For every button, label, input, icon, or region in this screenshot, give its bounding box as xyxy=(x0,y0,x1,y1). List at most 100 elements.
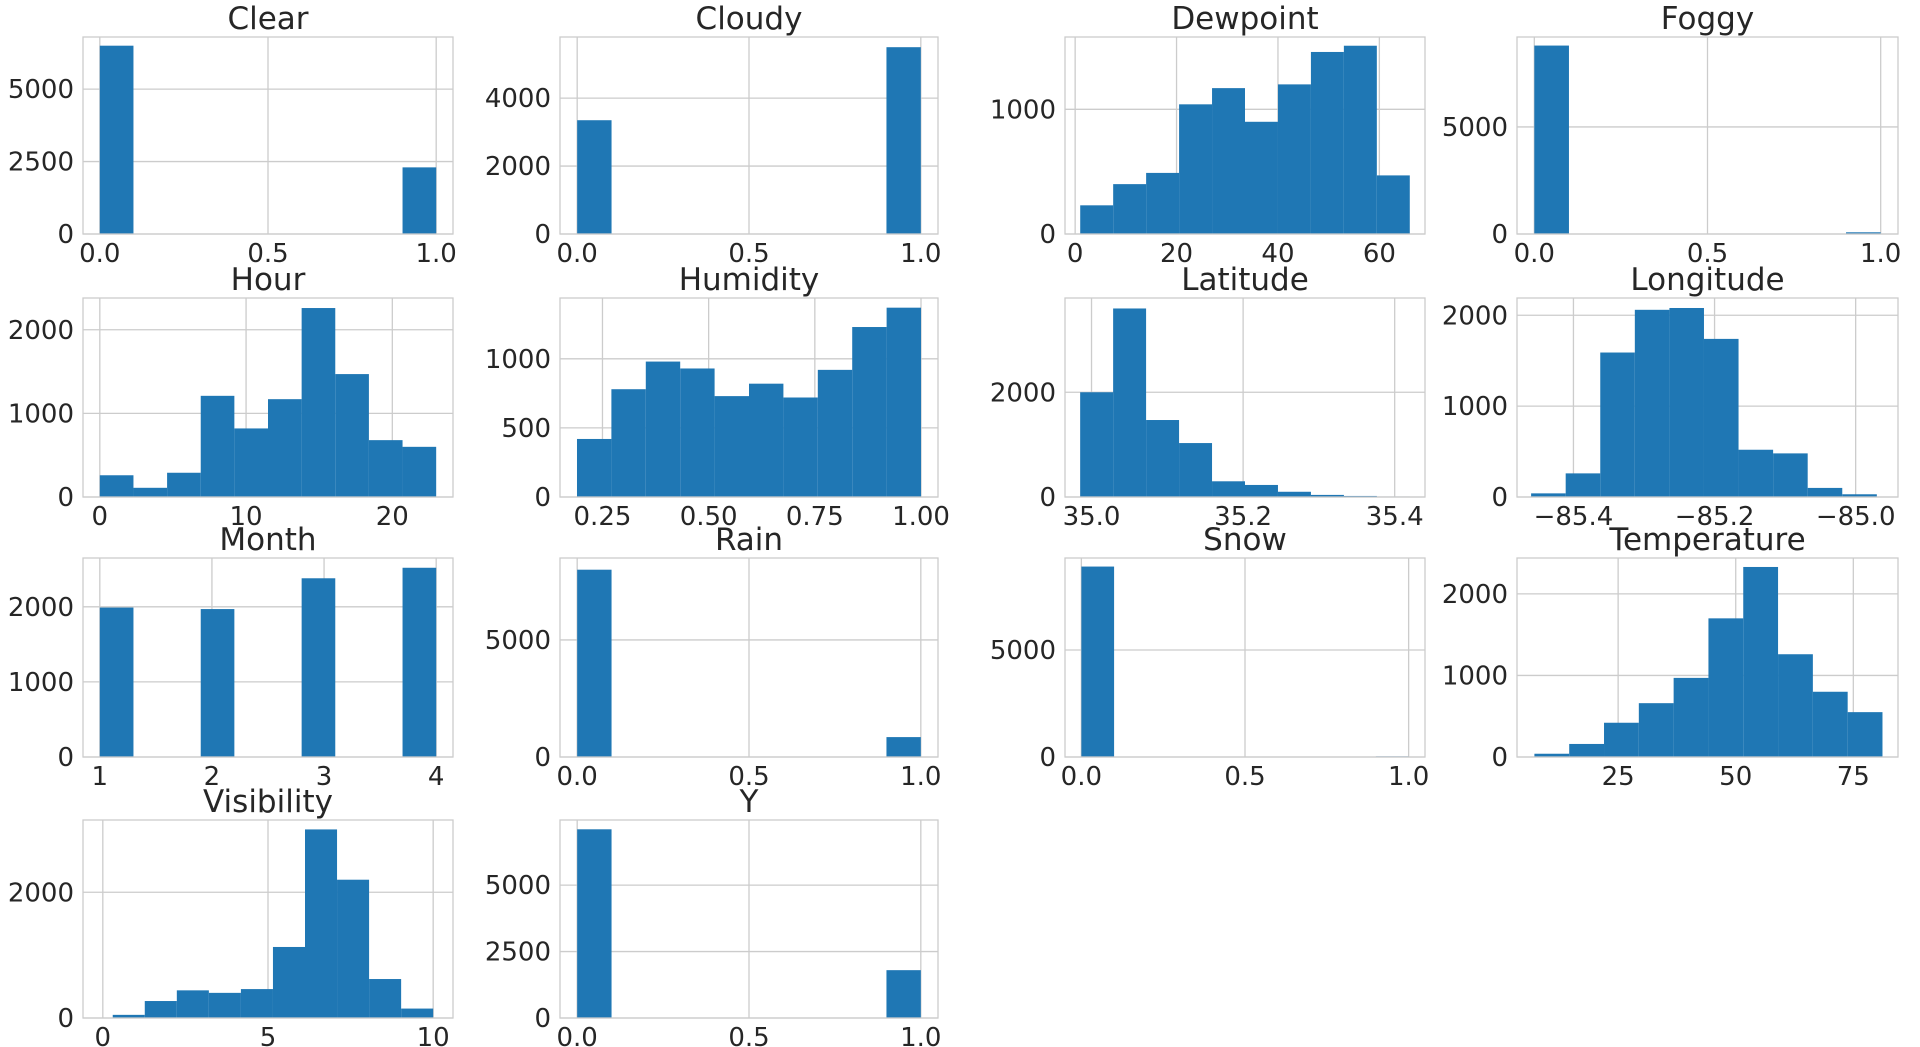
histogram-bar xyxy=(1812,691,1848,757)
x-tick-label: 10 xyxy=(417,1023,450,1047)
y-tick-label: 2500 xyxy=(8,148,74,178)
histogram-bar xyxy=(1738,449,1774,497)
histogram-bar xyxy=(1569,743,1605,757)
x-tick-label: 0.5 xyxy=(728,239,769,269)
y-tick-label: 0 xyxy=(1491,220,1508,250)
histogram-bar xyxy=(1604,722,1639,757)
x-tick-label: 0.0 xyxy=(79,239,120,269)
y-tick-label: 1000 xyxy=(8,668,74,698)
histogram-bar xyxy=(301,308,336,497)
x-tick-label: 2 xyxy=(204,762,221,792)
histogram-bar xyxy=(1634,309,1670,497)
axes-frame xyxy=(559,557,939,758)
subplot-title: Temperature xyxy=(1608,522,1805,558)
x-tick-label: 3 xyxy=(316,762,333,792)
histogram-bar xyxy=(1146,420,1180,497)
axes-frame xyxy=(82,36,454,235)
histogram-bar xyxy=(1245,484,1278,497)
axes-frame xyxy=(559,36,939,235)
histogram-bar xyxy=(1080,392,1114,497)
histogram-bar xyxy=(1743,566,1779,757)
histogram-bar xyxy=(1212,481,1245,497)
histogram-bar xyxy=(817,369,853,497)
histogram-bar xyxy=(1179,104,1213,234)
histogram-bar xyxy=(167,472,201,497)
x-tick-label: 0 xyxy=(1067,239,1084,269)
subplot-snow: 0.0 0.5 1.0 0 5000 Snow xyxy=(990,522,1429,792)
y-tick-label: 5000 xyxy=(485,626,551,656)
x-tick-label: 1.00 xyxy=(892,502,950,532)
axes-frame xyxy=(82,557,454,758)
x-tick-label: 0 xyxy=(92,502,109,532)
subplot-y: 0.0 0.5 1.0 0 2500 5000 Y xyxy=(485,784,942,1047)
histogram-bar xyxy=(1842,494,1877,497)
x-tick-label: 5 xyxy=(260,1023,277,1047)
axes-background xyxy=(83,558,453,757)
subplot-longitude: −85.4 −85.2 −85.0 0 1000 2000 Longitude xyxy=(1442,262,1899,532)
y-tick-label: 1000 xyxy=(1442,392,1508,422)
histogram-bar xyxy=(1807,487,1843,497)
histogram-bar xyxy=(1343,45,1377,235)
subplot-title: Month xyxy=(219,522,316,558)
axes-frame xyxy=(1064,297,1426,498)
histogram-bar xyxy=(1847,712,1883,757)
histogram-bar xyxy=(1080,205,1114,234)
histogram-bar xyxy=(268,399,302,497)
histogram-bar xyxy=(402,446,437,497)
subplot-title: Cloudy xyxy=(696,1,803,37)
y-tick-label: 2000 xyxy=(485,152,551,182)
histogram-bar xyxy=(1179,443,1213,497)
x-tick-label: 35.4 xyxy=(1366,502,1424,532)
histogram-bar xyxy=(1565,473,1601,497)
subplot-humidity: 0.25 0.50 0.75 1.00 0 500 1000 Humidity xyxy=(485,262,950,532)
histogram-bar xyxy=(852,327,887,497)
subplot-rain: 0.0 0.5 1.0 0 5000 Rain xyxy=(485,522,942,792)
histogram-bar xyxy=(577,829,612,1018)
histogram-bar xyxy=(645,361,681,497)
axes-frame xyxy=(559,297,939,498)
y-tick-label: 0 xyxy=(534,220,551,250)
histogram-bar xyxy=(272,946,305,1018)
histogram-bar xyxy=(576,438,612,497)
histogram-bar xyxy=(1113,308,1147,497)
y-tick-label: 2000 xyxy=(8,316,74,346)
y-tick-label: 0 xyxy=(534,483,551,513)
y-tick-label: 5000 xyxy=(8,75,74,105)
y-tick-label: 0 xyxy=(1491,743,1508,773)
y-tick-label: 4000 xyxy=(485,84,551,114)
histogram-bar xyxy=(1773,453,1808,497)
subplot-title: Humidity xyxy=(679,262,820,298)
subplot-visibility: 0 5 10 0 2000 Visibility xyxy=(8,784,454,1047)
subplot-title: Latitude xyxy=(1181,262,1309,298)
histogram-bar xyxy=(1708,618,1744,757)
x-tick-label: 10 xyxy=(230,502,263,532)
x-tick-label: 60 xyxy=(1363,239,1396,269)
histogram-bar xyxy=(1531,493,1566,497)
histogram-bar xyxy=(133,487,168,497)
x-tick-label: 0.75 xyxy=(786,502,844,532)
y-tick-label: 0 xyxy=(57,1004,74,1034)
x-tick-label: −85.2 xyxy=(1675,502,1755,532)
y-tick-label: 2000 xyxy=(8,878,74,908)
histogram-bar xyxy=(611,389,646,497)
histogram-bar xyxy=(1673,677,1709,757)
x-tick-label: 75 xyxy=(1837,762,1870,792)
y-tick-label: 0 xyxy=(1039,483,1056,513)
histogram-bar xyxy=(714,396,749,497)
histogram-bar xyxy=(240,989,273,1018)
subplot-title: Visibility xyxy=(203,784,333,820)
x-tick-label: −85.0 xyxy=(1816,502,1896,532)
y-tick-label: 2500 xyxy=(485,938,551,968)
histogram-bar xyxy=(200,395,235,497)
axes-frame xyxy=(1064,557,1426,758)
subplot-title: Foggy xyxy=(1661,1,1754,37)
x-tick-label: 0.0 xyxy=(1514,239,1555,269)
axes-frame xyxy=(1516,297,1899,498)
x-tick-label: 0.5 xyxy=(247,239,288,269)
x-tick-label: 35.2 xyxy=(1214,502,1272,532)
y-tick-label: 1000 xyxy=(1442,661,1508,691)
histogram-bar xyxy=(783,397,818,497)
histogram-bar xyxy=(577,120,612,234)
histogram-bar xyxy=(208,992,241,1018)
